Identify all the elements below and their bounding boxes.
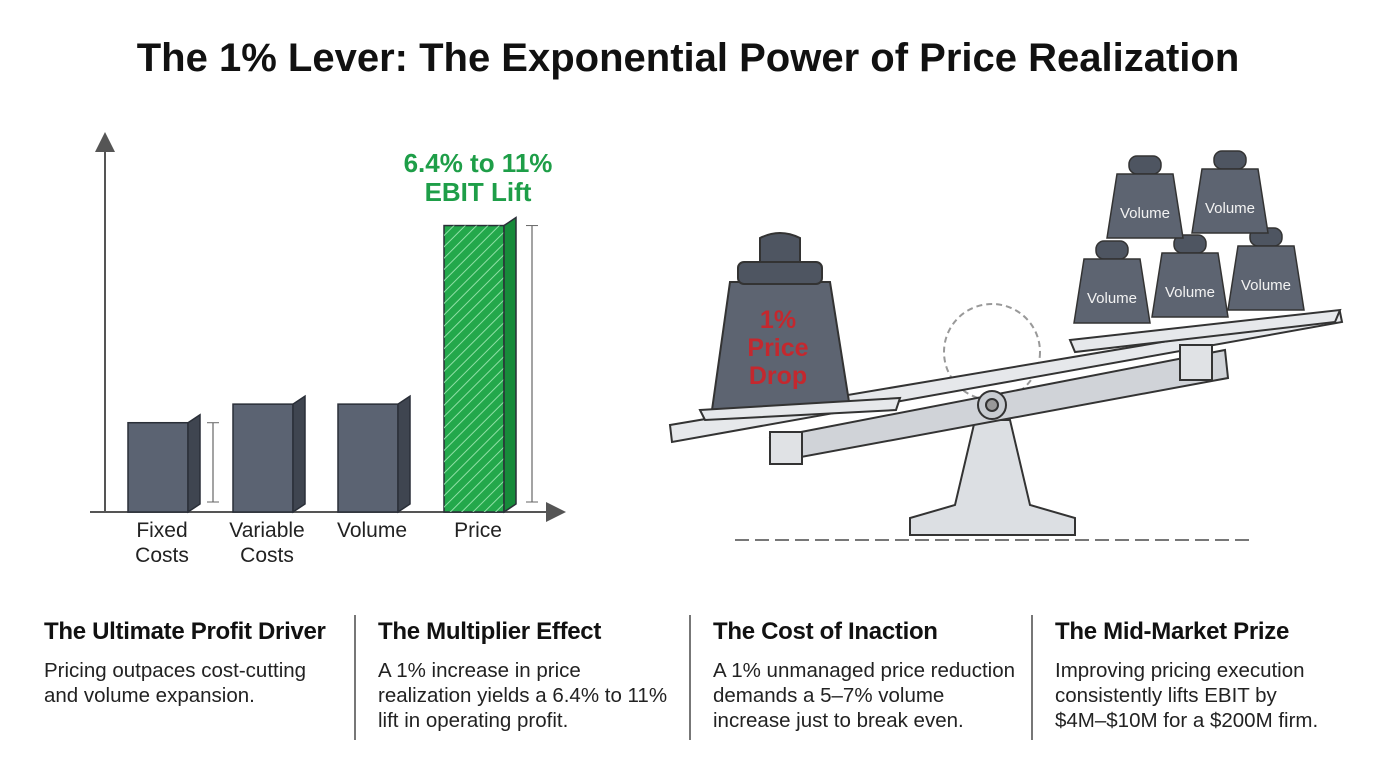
bar: [232, 394, 306, 514]
bar-face: [337, 403, 399, 513]
bar: [443, 216, 517, 514]
separator: [1031, 615, 1033, 740]
card-body-line: Pricing outpaces cost-cutting: [44, 659, 307, 682]
card-body-line: lift in operating profit.: [378, 709, 569, 732]
weight-body: [1151, 252, 1229, 318]
weight-label: Volume: [1120, 205, 1170, 222]
bar: [337, 394, 411, 514]
card-heading: The Multiplier Effect: [378, 618, 602, 645]
card-heading: The Cost of Inaction: [713, 618, 938, 645]
card: The Multiplier Effect A 1% increase in pr…: [378, 618, 667, 733]
page-title: The 1% Lever: The Exponential Power of P…: [136, 36, 1240, 80]
weights: Volume Volume Volume Volume Volume: [1073, 150, 1305, 324]
bar-side: [397, 394, 411, 514]
right-pan: [1068, 308, 1342, 354]
card-body-line: realization yields a 6.4% to 11%: [378, 684, 668, 707]
card: The Cost of Inaction A 1% unmanaged price…: [713, 618, 1015, 733]
volume-weight: Volume: [1191, 150, 1269, 234]
card: The Mid-Market Prize Improving pricing ex…: [1055, 618, 1318, 733]
bar: [127, 413, 201, 514]
annotation: EBIT Lift: [425, 177, 532, 207]
card-body-line: demands a 5–7% volume: [713, 684, 945, 707]
annotation: 6.4% to 11%: [404, 148, 553, 178]
x-tick-label: Variable Costs: [229, 519, 305, 567]
weight-body: [1073, 258, 1151, 324]
left-pan: [698, 396, 902, 422]
card-body-line: increase just to break even.: [713, 709, 964, 732]
weight-label: Volume: [1165, 284, 1215, 301]
bar-side: [187, 413, 201, 514]
weight-knob: [1213, 150, 1247, 170]
card-body-line: A 1% increase in price: [378, 659, 581, 682]
card-body-line: consistently lifts EBIT by: [1055, 684, 1277, 707]
weight-label: Volume: [1087, 290, 1137, 307]
separator: [689, 615, 691, 740]
weight-label: 1% Price Drop: [747, 306, 808, 390]
card-body-line: $4M–$10M for a $200M firm.: [1055, 709, 1319, 732]
bar-side: [292, 394, 306, 514]
weight-body: [1106, 173, 1184, 239]
card-heading: The Ultimate Profit Driver: [44, 618, 326, 645]
volume-weight: Volume: [1151, 234, 1229, 318]
x-tick-label: Price: [454, 519, 502, 542]
x-tick-label: Fixed Costs: [135, 519, 189, 567]
weight-label: Volume: [1241, 277, 1291, 294]
card-body-line: and volume expansion.: [44, 684, 255, 707]
card-heading: The Mid-Market Prize: [1055, 618, 1290, 645]
card: The Ultimate Profit Driver Pricing outpac…: [44, 618, 326, 708]
weight-body: [1191, 168, 1269, 234]
weight-knob: [1128, 155, 1162, 175]
weight-label-line: Drop: [749, 362, 807, 390]
card-body-line: Improving pricing execution: [1055, 659, 1305, 682]
bar-hatch: [444, 225, 504, 512]
bar-face: [232, 403, 294, 513]
volume-weight: Volume: [1227, 227, 1305, 311]
weight-label-line: 1%: [760, 306, 796, 334]
volume-weight: Volume: [1073, 240, 1151, 324]
card-body-line: A 1% unmanaged price reduction: [713, 659, 1016, 682]
weight-label: Volume: [1205, 200, 1255, 217]
bar-face: [127, 421, 189, 513]
volume-weight: Volume: [1106, 155, 1184, 239]
x-tick-label: Volume: [336, 519, 408, 542]
separator: [354, 615, 356, 740]
weight-body: [1227, 245, 1305, 311]
bar-side: [503, 216, 517, 514]
weight-knob: [1095, 240, 1129, 260]
weight-label-line: Price: [747, 334, 808, 362]
